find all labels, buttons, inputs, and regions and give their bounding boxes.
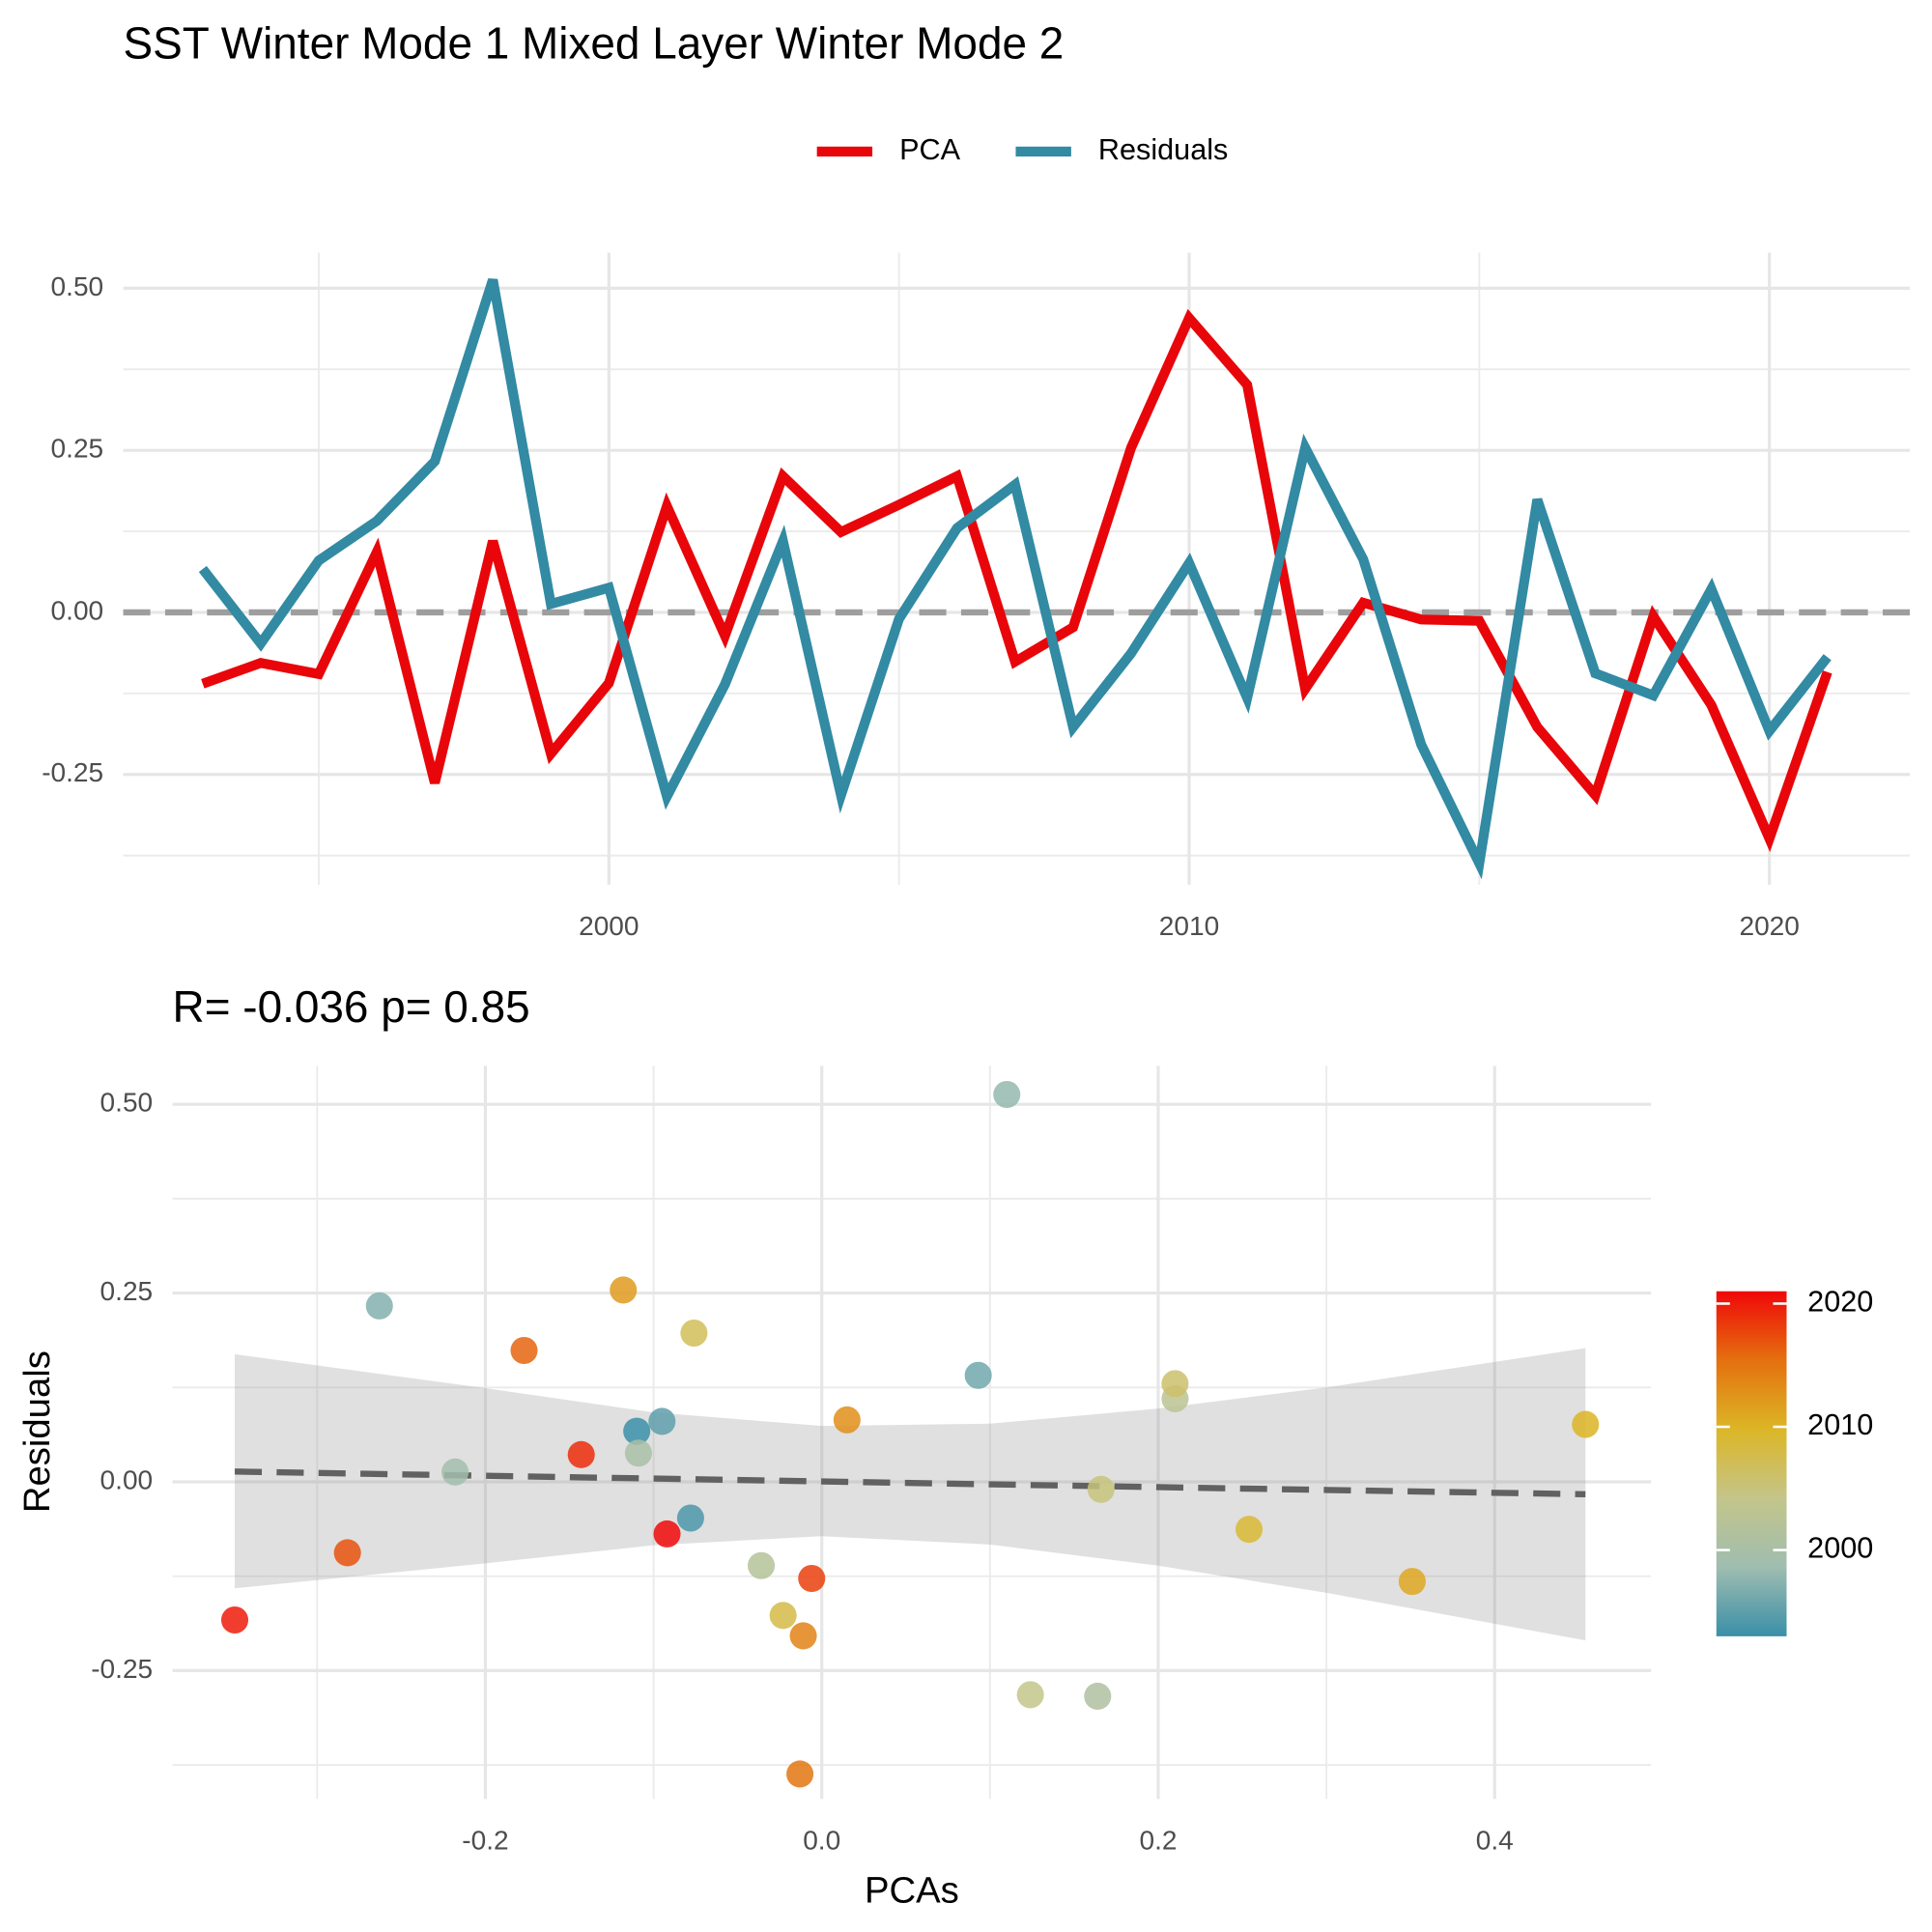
x-tick-label: -0.2 [462,1825,508,1855]
scatter-point [833,1406,861,1434]
scatter-point [680,1319,708,1348]
scatter-point [1087,1475,1115,1503]
scatter-point [769,1602,797,1630]
confidence-band [234,1348,1586,1641]
x-tick-label: 2020 [1739,911,1799,941]
scatter-point [676,1504,704,1532]
colorbar [1716,1291,1787,1636]
scatter-point [648,1407,676,1435]
y-tick-label: 0.00 [51,595,104,625]
data-line [198,278,1832,880]
y-axis-label: Residuals [16,1350,58,1513]
data-line [201,308,1833,853]
scatter-point [624,1439,652,1467]
y-tick-label: 0.00 [100,1464,154,1494]
scatter-title: R= -0.036 p= 0.85 [173,981,530,1032]
scatter-point [798,1564,826,1593]
y-tick-label: 0.50 [51,271,104,301]
scatter-point [786,1760,814,1788]
legend-label: Residuals [1098,133,1228,166]
scatter-point [653,1520,681,1548]
scatter-point [789,1622,817,1650]
y-tick-label: -0.25 [91,1654,153,1684]
x-tick-label: 0.0 [803,1825,840,1855]
y-tick-label: -0.25 [42,757,103,787]
scatter-point [1235,1516,1264,1544]
scatter-point [610,1276,638,1304]
scatter-point [1161,1370,1189,1398]
scatter-point [747,1551,776,1579]
scatter-point [964,1361,992,1389]
x-tick-label: 0.4 [1476,1825,1514,1855]
scatter-point [220,1605,249,1634]
fit-line [234,1468,1586,1498]
scatter-point [1084,1682,1112,1710]
scatter-point [441,1458,469,1486]
x-tick-label: 2000 [579,911,639,941]
colorbar-tick-label: 2000 [1807,1532,1873,1565]
y-tick-label: 0.50 [100,1088,154,1118]
scatter-point [567,1440,595,1468]
x-axis-label: PCAs [865,1869,959,1911]
scatter-point [510,1336,538,1365]
chart-title: SST Winter Mode 1 Mixed Layer Winter Mod… [124,18,1065,69]
colorbar-tick-label: 2010 [1807,1408,1873,1441]
scatter-point [333,1539,361,1567]
scatter-point [1016,1681,1044,1709]
x-tick-label: 0.2 [1139,1825,1177,1855]
y-tick-label: 0.25 [51,434,104,464]
legend-label: PCA [899,133,961,166]
colorbar-tick-label: 2020 [1807,1286,1873,1319]
y-tick-label: 0.25 [100,1276,154,1306]
scatter-point [623,1417,651,1445]
scatter-point [365,1292,393,1320]
x-tick-label: 2010 [1159,911,1219,941]
scatter-point [1398,1568,1426,1596]
scatter-point [993,1080,1021,1109]
scatter-point [1572,1410,1600,1438]
